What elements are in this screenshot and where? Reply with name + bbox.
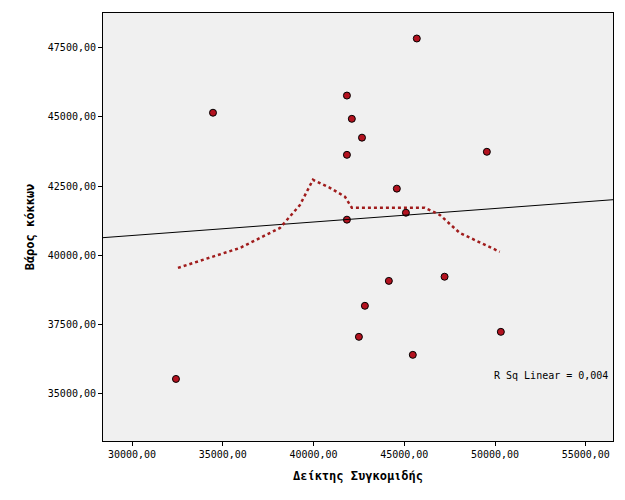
svg-text:35000,00: 35000,00 <box>199 449 247 460</box>
svg-text:Δείκτης Συγκομιδής: Δείκτης Συγκομιδής <box>293 469 423 483</box>
svg-text:42500,00: 42500,00 <box>48 181 96 192</box>
svg-text:47500,00: 47500,00 <box>48 42 96 53</box>
svg-text:45000,00: 45000,00 <box>380 449 428 460</box>
svg-text:Βάρος κόκκων: Βάρος κόκκων <box>23 184 37 271</box>
svg-text:45000,00: 45000,00 <box>48 111 96 122</box>
svg-text:30000,00: 30000,00 <box>108 449 156 460</box>
svg-text:40000,00: 40000,00 <box>289 449 337 460</box>
svg-text:R Sq Linear = 0,004: R Sq Linear = 0,004 <box>494 370 608 381</box>
svg-text:40000,00: 40000,00 <box>48 250 96 261</box>
svg-text:50000,00: 50000,00 <box>471 449 519 460</box>
svg-text:55000,00: 55000,00 <box>562 449 610 460</box>
svg-text:37500,00: 37500,00 <box>48 319 96 330</box>
svg-text:35000,00: 35000,00 <box>48 388 96 399</box>
